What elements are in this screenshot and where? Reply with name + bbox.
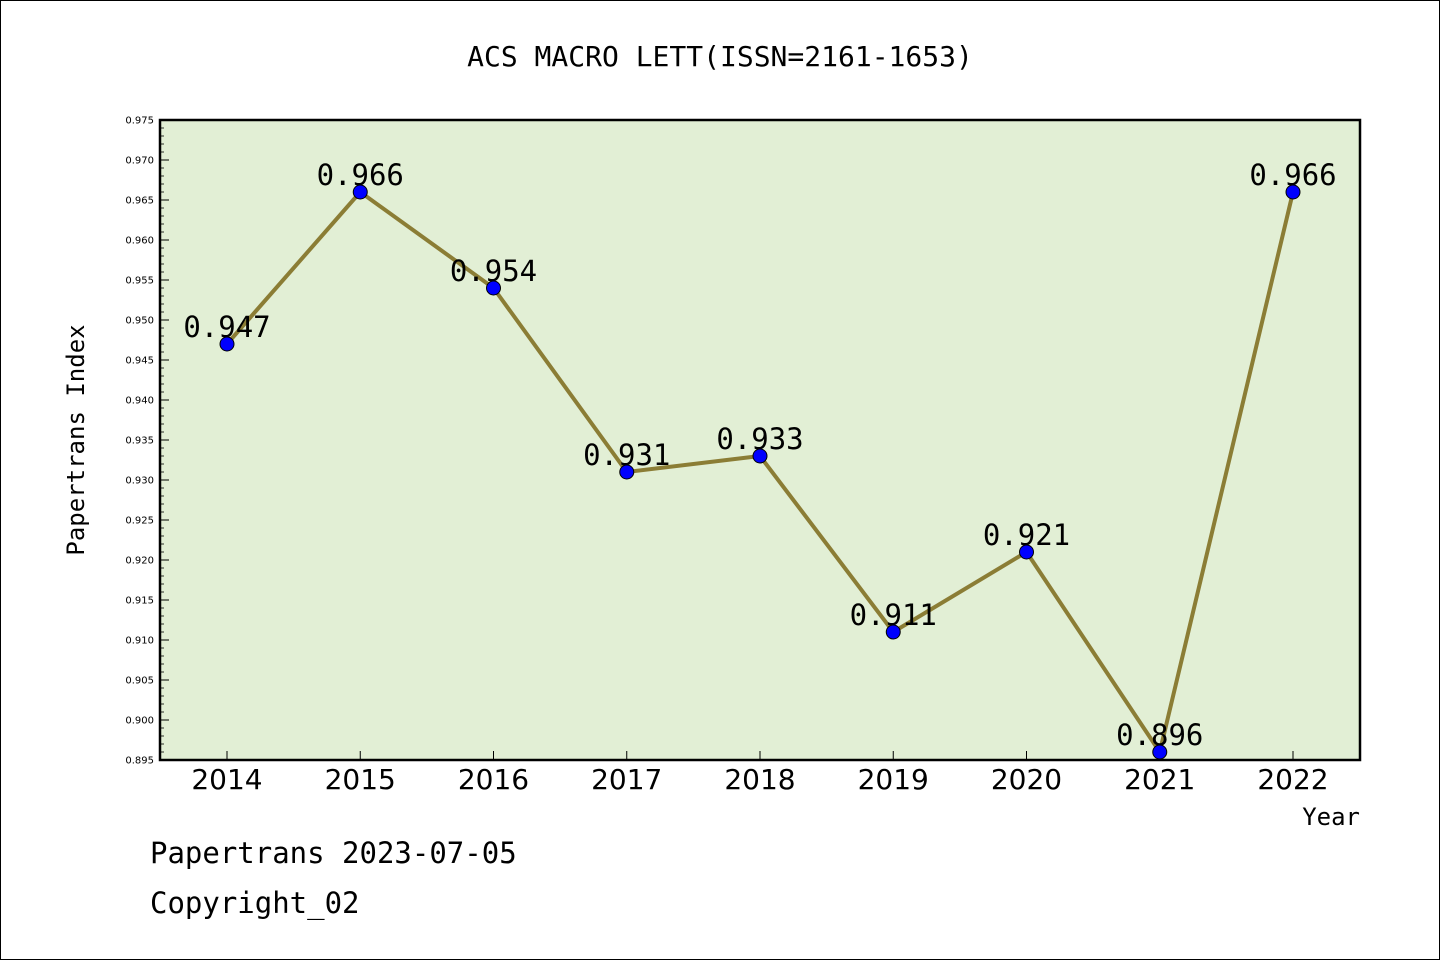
data-point [1285,184,1301,200]
plot-area [160,120,1360,760]
footer-copyright: Copyright_02 [150,886,360,920]
data-label: 0.954 [450,254,537,288]
y-tick-label: 0.955 [125,276,154,287]
footer-date: Papertrans 2023-07-05 [150,836,517,870]
data-label: 0.921 [983,518,1070,552]
y-tick-label: 0.935 [125,436,154,447]
y-tick-label: 0.965 [125,196,154,207]
data-label: 0.947 [183,310,270,344]
x-axis-title: Year [1302,803,1360,831]
data-label: 0.966 [317,158,404,192]
x-tick-label: 2022 [1257,763,1328,796]
x-tick-label: 2018 [724,763,795,796]
y-tick-label: 0.910 [125,636,154,647]
y-tick-label: 0.945 [125,356,154,367]
y-tick-label: 0.975 [125,116,154,127]
x-tick-label: 2014 [191,763,262,796]
data-markers [219,184,1301,760]
x-tick-label: 2019 [858,763,929,796]
plot-border [158,118,1362,762]
y-tick-label: 0.950 [125,316,154,327]
data-point [486,280,501,296]
y-tick-label: 0.900 [125,716,154,727]
y-tick-label: 0.920 [125,556,154,567]
data-point [1019,544,1034,560]
chart-title: ACS MACRO LETT(ISSN=2161-1653) [467,40,973,73]
data-labels: 0.947 0.966 0.954 0.931 0.933 0.911 0.921 0.896… [183,158,1336,752]
x-tick-label: 2020 [991,763,1062,796]
y-tick-label: 0.970 [125,156,154,167]
x-tick-label: 2015 [325,763,396,796]
data-label: 0.933 [716,422,803,456]
data-point [619,464,635,480]
x-tick-label: 2016 [458,763,529,796]
y-tick-label: 0.915 [125,596,154,607]
y-tick-label: 0.960 [125,236,154,247]
x-axis: 2014 2015 2016 2017 2018 2019 2020 2021 2022 [191,751,1329,796]
data-label: 0.931 [583,438,670,472]
x-tick-label: 2021 [1124,763,1195,796]
data-point [352,184,368,200]
y-axis-title: Papertrans Index [62,324,90,555]
data-label: 0.911 [850,598,937,632]
data-label: 0.966 [1249,158,1336,192]
data-point [885,624,901,640]
data-point [219,336,235,352]
data-point [752,448,768,464]
y-tick-label: 0.930 [125,476,154,487]
y-tick-label: 0.940 [125,396,154,407]
y-tick-label: 0.925 [125,516,154,527]
y-axis: 0.895 0.900 0.905 0.910 0.915 0.920 0.925 0.930… [125,116,169,767]
x-tick-label: 2017 [591,763,662,796]
data-label: 0.896 [1116,718,1203,752]
y-tick-label: 0.905 [125,676,154,687]
y-tick-label: 0.895 [125,756,154,767]
